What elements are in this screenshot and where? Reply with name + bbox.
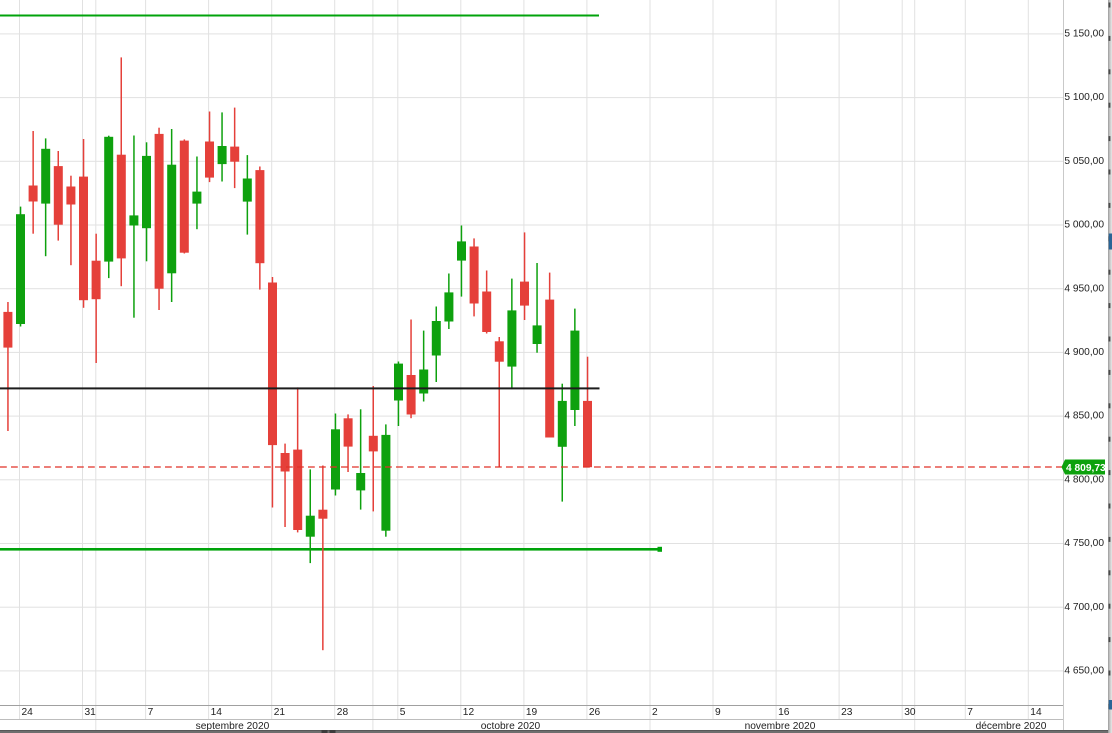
svg-text:4 750,00: 4 750,00 [1064,538,1104,549]
svg-text:12: 12 [463,707,475,718]
svg-text:4 900,00: 4 900,00 [1064,347,1104,358]
svg-text:19: 19 [526,707,538,718]
svg-text:décembre 2020: décembre 2020 [976,721,1047,732]
svg-text:4 700,00: 4 700,00 [1064,602,1104,613]
svg-text:14: 14 [1030,707,1042,718]
svg-text:5 050,00: 5 050,00 [1064,156,1104,167]
svg-text:2: 2 [652,707,658,718]
svg-text:septembre 2020: septembre 2020 [196,721,270,732]
svg-text:31: 31 [85,707,97,718]
svg-text:24: 24 [22,707,34,718]
svg-text:7: 7 [148,707,154,718]
svg-text:5: 5 [400,707,406,718]
svg-text:4 650,00: 4 650,00 [1064,666,1104,677]
svg-text:23: 23 [841,707,853,718]
svg-text:5 000,00: 5 000,00 [1064,220,1104,231]
svg-text:4 950,00: 4 950,00 [1064,283,1104,294]
svg-text:7: 7 [967,707,973,718]
svg-text:4 800,00: 4 800,00 [1064,474,1104,485]
svg-text:4 850,00: 4 850,00 [1064,411,1104,422]
svg-text:16: 16 [778,707,790,718]
svg-text:21: 21 [274,707,286,718]
svg-text:novembre 2020: novembre 2020 [745,721,816,732]
svg-text:5 100,00: 5 100,00 [1064,92,1104,103]
svg-text:28: 28 [337,707,349,718]
svg-text:octobre 2020: octobre 2020 [481,721,541,732]
svg-text:9: 9 [715,707,721,718]
svg-text:30: 30 [904,707,916,718]
svg-text:26: 26 [589,707,601,718]
svg-text:5 150,00: 5 150,00 [1064,29,1104,40]
svg-text:4 809,73: 4 809,73 [1066,463,1106,474]
svg-text:14: 14 [211,707,223,718]
